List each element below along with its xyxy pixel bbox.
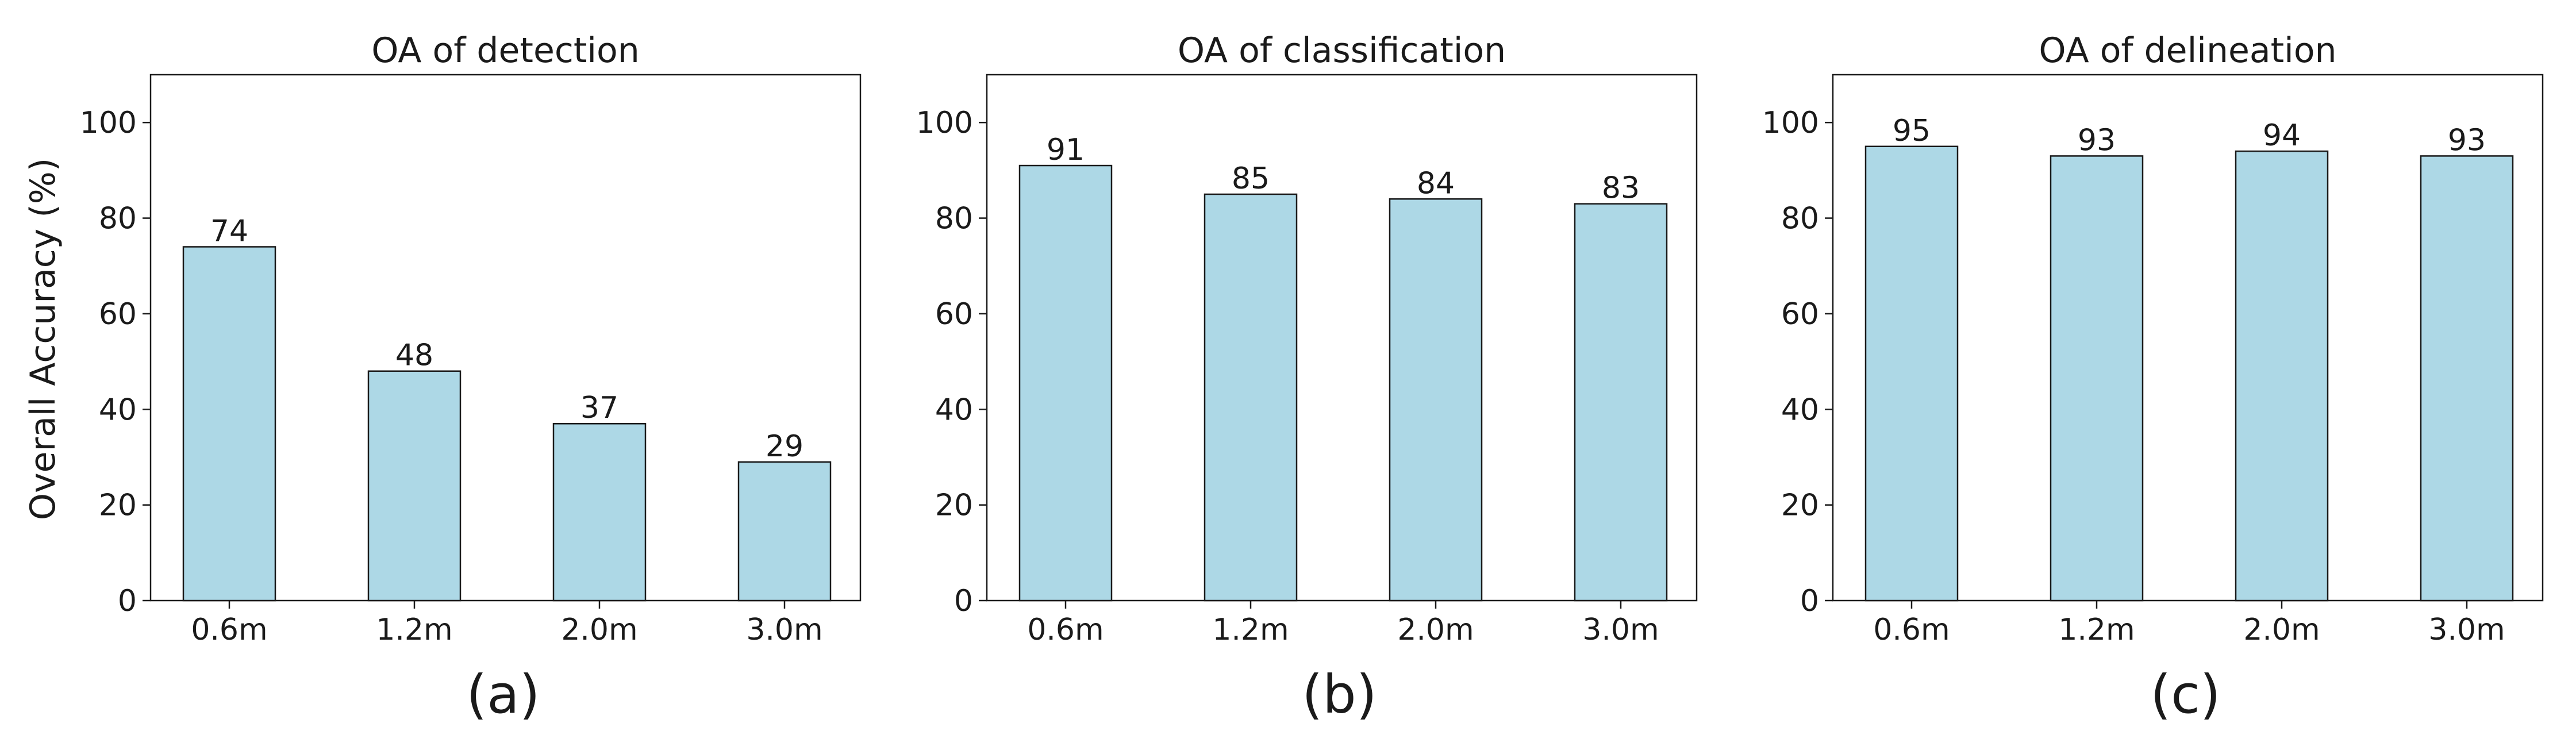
y-tick-label: 100 [1762, 106, 1819, 140]
bar [367, 370, 462, 602]
plot-frame [1832, 74, 2544, 602]
y-tick-label: 80 [99, 202, 137, 236]
bar [1864, 145, 1959, 602]
chart-title: OA of classification [1178, 30, 1506, 71]
bar [2420, 155, 2514, 602]
plot-frame [149, 74, 862, 602]
y-tick-label: 20 [99, 489, 137, 523]
x-tick-label: 3.0m [1582, 613, 1659, 647]
y-tick-label: 0 [118, 584, 137, 618]
bar [552, 422, 647, 602]
chart-panel-2: OA of classification 0 20 40 60 80 100 91 0.6m 85… [916, 30, 1698, 725]
bar [1018, 164, 1113, 602]
x-tick-label: 2.0m [561, 613, 637, 647]
panel-label: (b) [1302, 664, 1377, 725]
y-tick-label: 80 [935, 202, 973, 236]
y-tick-label: 0 [1800, 584, 1819, 618]
bar-value-label: 29 [766, 429, 803, 464]
bar-value-label: 85 [1232, 161, 1270, 196]
bar-value-label: 84 [1417, 166, 1455, 201]
bar-value-label: 91 [1047, 133, 1085, 167]
bar [2050, 155, 2144, 602]
bar [1389, 198, 1483, 602]
bar-value-label: 83 [1602, 171, 1640, 206]
y-tick-label: 100 [80, 106, 137, 140]
x-tick-label: 0.6m [1027, 613, 1104, 647]
y-tick-label: 60 [99, 297, 137, 332]
bar [737, 461, 832, 602]
y-tick-label: 0 [954, 584, 973, 618]
chart-title: OA of detection [371, 30, 640, 71]
panel-label: (c) [2150, 664, 2220, 725]
bar [1574, 203, 1668, 602]
chart-panel-1: OA of detection 0 20 40 60 80 100 74 0.6m 48 1.2m 3… [80, 30, 862, 725]
bar-value-label: 95 [1893, 114, 1931, 148]
x-tick-label: 2.0m [2243, 613, 2320, 647]
x-tick-label: 2.0m [1397, 613, 1474, 647]
y-tick-label: 20 [935, 489, 973, 523]
x-tick-label: 0.6m [1873, 613, 1950, 647]
y-tick-label: 60 [1781, 297, 1819, 332]
bar-value-label: 93 [2448, 123, 2486, 157]
bar [182, 246, 276, 602]
bar [1204, 193, 1298, 602]
y-tick-label: 80 [1781, 202, 1819, 236]
x-tick-label: 3.0m [746, 613, 822, 647]
y-tick-label: 100 [916, 106, 973, 140]
bar-value-label: 48 [395, 339, 433, 373]
y-tick-label: 40 [935, 393, 973, 427]
bar-value-label: 37 [580, 391, 618, 425]
plot-frame [986, 74, 1698, 602]
x-tick-label: 1.2m [376, 613, 452, 647]
y-tick-label: 60 [935, 297, 973, 332]
x-tick-label: 3.0m [2428, 613, 2505, 647]
y-tick-label: 40 [1781, 393, 1819, 427]
x-tick-label: 1.2m [1212, 613, 1289, 647]
panel-label: (a) [466, 664, 540, 725]
y-axis-label: Overall Accuracy (%) [23, 158, 63, 520]
bar-value-label: 93 [2078, 123, 2116, 157]
x-tick-label: 1.2m [2058, 613, 2135, 647]
chart-panel-3: OA of delineation 0 20 40 60 80 100 95 0.6m 93 1.2… [1762, 30, 2544, 725]
bar-value-label: 74 [210, 214, 248, 248]
chart-title: OA of delineation [2039, 30, 2336, 71]
x-tick-label: 0.6m [191, 613, 267, 647]
y-tick-label: 20 [1781, 489, 1819, 523]
y-tick-label: 40 [99, 393, 137, 427]
bar-value-label: 94 [2263, 118, 2301, 153]
bar [2235, 150, 2329, 602]
